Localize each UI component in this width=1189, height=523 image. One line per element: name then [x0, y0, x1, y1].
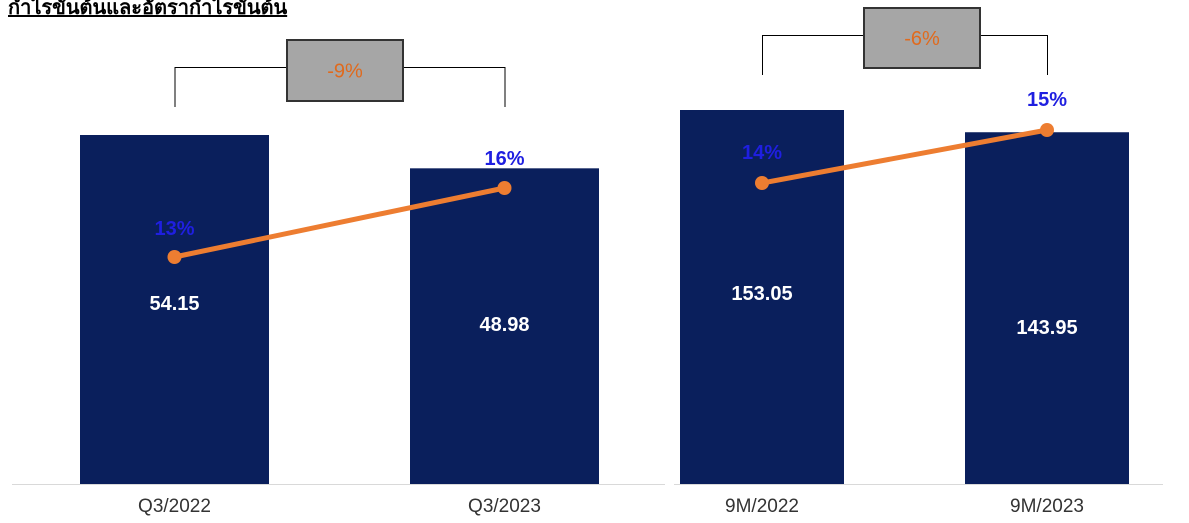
panel2-bar-value-label-2: 143.95: [1016, 317, 1077, 339]
panel2-category-label-1: 9M/2022: [725, 496, 799, 517]
panel1-margin-point-1: [167, 250, 182, 264]
panel1-margin-label-2: 16%: [484, 148, 524, 170]
panel1-change-box: [286, 39, 404, 102]
panel1-category-label-2: Q3/2023: [468, 496, 541, 517]
panel2-bar-value-label-1: 153.05: [731, 283, 792, 305]
panel2-change-box: [863, 7, 981, 69]
panel2-category-label-2: 9M/2023: [1010, 496, 1084, 517]
panel1-bar-2: [410, 168, 599, 484]
chart-title: กำไรขั้นต้นและอัตรากำไรขั้นต้น: [8, 0, 288, 19]
panel1-category-label-1: Q3/2022: [138, 496, 211, 517]
panel1-bar-value-label-1: 54.15: [149, 293, 199, 315]
panel2-bar-2: [965, 132, 1129, 484]
panel2-margin-point-1: [755, 176, 769, 190]
panel2-margin-point-2: [1040, 123, 1054, 137]
panel2-margin-label-1: 14%: [742, 142, 782, 164]
panel1-margin-line: [172, 185, 507, 260]
panel2-margin-label-2: 15%: [1027, 89, 1067, 111]
panel2-margin-line: [759, 127, 1050, 186]
panel1-bar-value-label-2: 48.98: [479, 314, 529, 336]
panel1-margin-point-2: [497, 181, 512, 195]
panel1-margin-label-1: 13%: [154, 218, 194, 240]
panel2-change-label: -6%: [904, 28, 940, 50]
panel1-change-label: -9%: [327, 61, 363, 83]
panel1-bar-1: [80, 135, 269, 484]
